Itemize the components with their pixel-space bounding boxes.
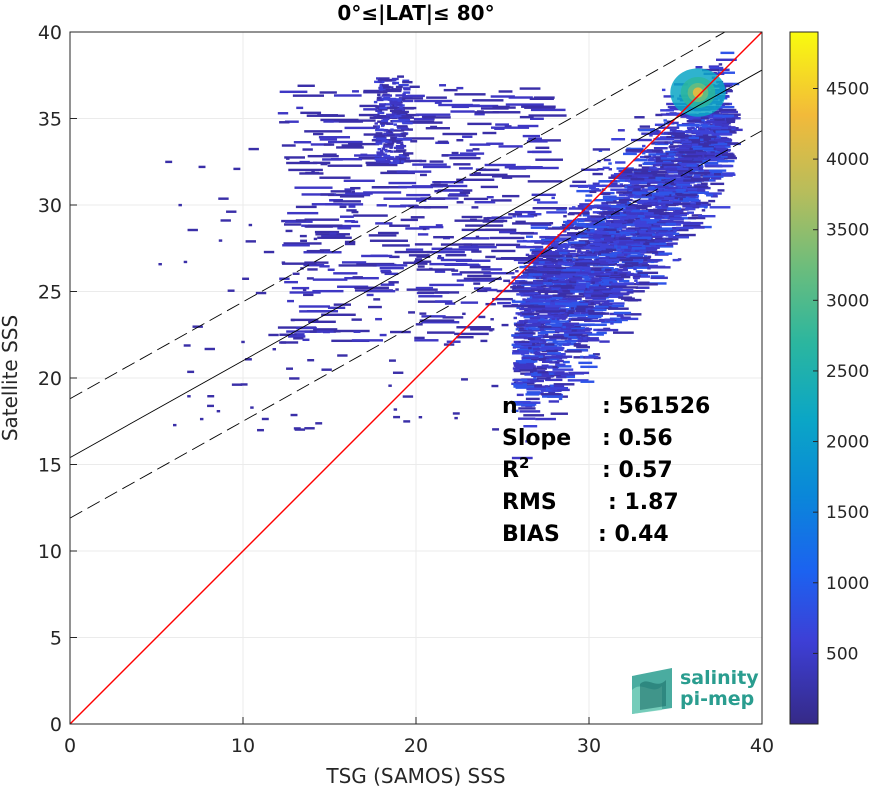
colorbar-tick-label: 1500 [826,503,869,523]
colorbar [789,31,819,725]
stat-label: n [502,394,518,419]
y-tick-label: 20 [38,368,62,390]
stat-label: RMS [502,490,557,515]
colorbar-tick-label: 2500 [826,362,869,382]
colorbar-tick-label: 4000 [826,150,869,170]
logo-line-1: salinity [680,667,759,689]
colorbar-tick-label: 2000 [826,433,869,453]
colorbar-tick-label: 500 [826,644,858,664]
colorbar-tick-label: 4500 [826,79,869,99]
x-tick-label: 10 [231,735,255,757]
axis-ticks: 0 10 20 30 40 0 5 10 15 20 25 30 35 40 [38,22,774,757]
stat-value: : 0.56 [602,426,673,451]
stat-value: : 1.87 [608,490,679,515]
logo-line-2: pi-mep [680,688,754,710]
y-tick-label: 25 [38,282,62,304]
stat-label: Slope [502,426,571,451]
density-cloud [158,51,743,460]
x-axis-label: TSG (SAMOS) SSS [325,764,505,788]
x-tick-label: 20 [404,735,428,757]
y-tick-label: 30 [38,195,62,217]
line-regression-lower [70,130,762,519]
stat-value: : 0.57 [602,458,673,483]
y-tick-label: 10 [38,541,62,563]
x-tick-label: 30 [577,735,601,757]
line-one-to-one [70,32,762,724]
colorbar-tick-label: 3500 [826,221,869,241]
stat-value: : 561526 [602,394,710,419]
y-tick-label: 5 [50,628,62,650]
x-tick-label: 40 [750,735,774,757]
stat-label: BIAS [502,522,560,547]
pi-mep-logo: salinity pi-mep [632,667,759,714]
chart-title: 0°≤|LAT|≤ 80° [337,1,494,25]
colorbar-tick-label: 3000 [826,291,869,311]
y-tick-label: 15 [38,455,62,477]
wave-logo-icon [632,668,672,714]
line-regression-upper [70,32,726,400]
line-regression [70,69,762,458]
x-tick-label: 0 [64,735,76,757]
y-tick-label: 35 [38,109,62,131]
y-tick-label: 0 [50,714,62,736]
colorbar-ticks: 500 1000 1500 2000 2500 3000 3500 4000 4500 [813,79,869,664]
y-tick-label: 40 [38,22,62,44]
colorbar-tick-label: 1000 [826,574,869,594]
y-axis-label: Satellite SSS [0,315,22,441]
stat-value: : 0.44 [598,522,669,547]
fit-lines [70,32,762,724]
